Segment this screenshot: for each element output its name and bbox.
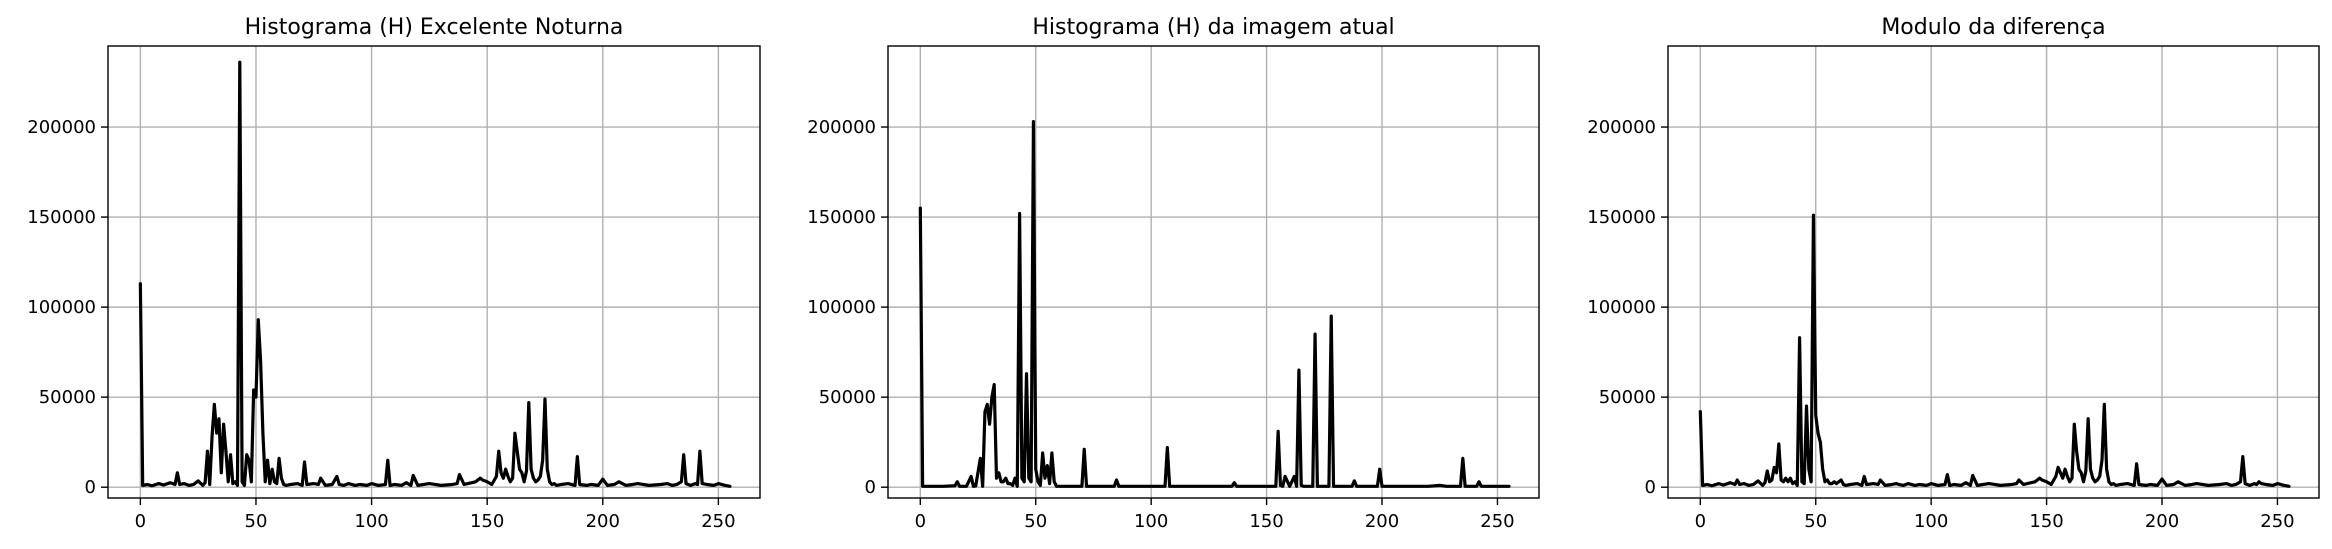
chart-panel-2: 0 50 100 150 200 250 0 50000 100000 150000 200000 H… bbox=[807, 15, 1540, 532]
histogram-line bbox=[1698, 213, 2291, 488]
x-tick-label: 50 bbox=[1804, 511, 1827, 532]
x-tick-label: 0 bbox=[915, 511, 926, 532]
chart-title: Histograma (H) Excelente Noturna bbox=[245, 15, 624, 40]
axes-frame bbox=[887, 45, 1540, 499]
x-tick-label: 0 bbox=[135, 511, 146, 532]
y-tick-label: 200000 bbox=[27, 117, 96, 138]
x-tick-label: 200 bbox=[586, 511, 620, 532]
x-tick-label: 0 bbox=[1695, 511, 1706, 532]
chart-title: Modulo da diferença bbox=[1881, 15, 2105, 40]
axes-frame bbox=[1667, 45, 2320, 499]
histogram-line bbox=[138, 60, 732, 488]
histogram-line bbox=[918, 120, 1511, 488]
y-tick-label: 100000 bbox=[1587, 297, 1656, 318]
x-tick-label: 200 bbox=[2145, 511, 2179, 532]
x-tick-label: 50 bbox=[1024, 511, 1047, 532]
x-tick-label: 100 bbox=[1134, 511, 1168, 532]
y-tick-label: 50000 bbox=[39, 387, 96, 408]
chart-title: Histograma (H) da imagem atual bbox=[1032, 15, 1394, 40]
axes-frame bbox=[107, 45, 761, 499]
y-tick-label: 0 bbox=[1645, 477, 1656, 498]
y-tick-label: 100000 bbox=[27, 297, 96, 318]
x-tick-label: 150 bbox=[2029, 511, 2063, 532]
x-tick-label: 100 bbox=[1914, 511, 1948, 532]
y-tick-label: 50000 bbox=[1599, 387, 1656, 408]
y-tick-label: 200000 bbox=[807, 117, 876, 138]
x-tick-label: 50 bbox=[245, 511, 268, 532]
x-tick-label: 150 bbox=[1249, 511, 1283, 532]
x-tick-label: 250 bbox=[1480, 511, 1514, 532]
chart-panel-3: 0 50 100 150 200 250 0 50000 100000 150000 200000 M… bbox=[1587, 15, 2320, 532]
y-tick-label: 100000 bbox=[807, 297, 876, 318]
x-tick-label: 250 bbox=[2260, 511, 2294, 532]
y-tick-label: 150000 bbox=[27, 207, 96, 228]
x-tick-label: 150 bbox=[470, 511, 504, 532]
chart-panel-1: 0 50 100 150 200 250 0 50000 100000 150000 200000 H… bbox=[27, 15, 761, 532]
y-tick-label: 0 bbox=[865, 477, 876, 498]
y-tick-label: 0 bbox=[85, 477, 96, 498]
x-tick-label: 250 bbox=[701, 511, 735, 532]
y-tick-label: 150000 bbox=[807, 207, 876, 228]
y-tick-label: 50000 bbox=[819, 387, 876, 408]
x-tick-label: 100 bbox=[354, 511, 388, 532]
y-tick-label: 150000 bbox=[1587, 207, 1656, 228]
x-tick-label: 200 bbox=[1365, 511, 1399, 532]
y-tick-label: 200000 bbox=[1587, 117, 1656, 138]
